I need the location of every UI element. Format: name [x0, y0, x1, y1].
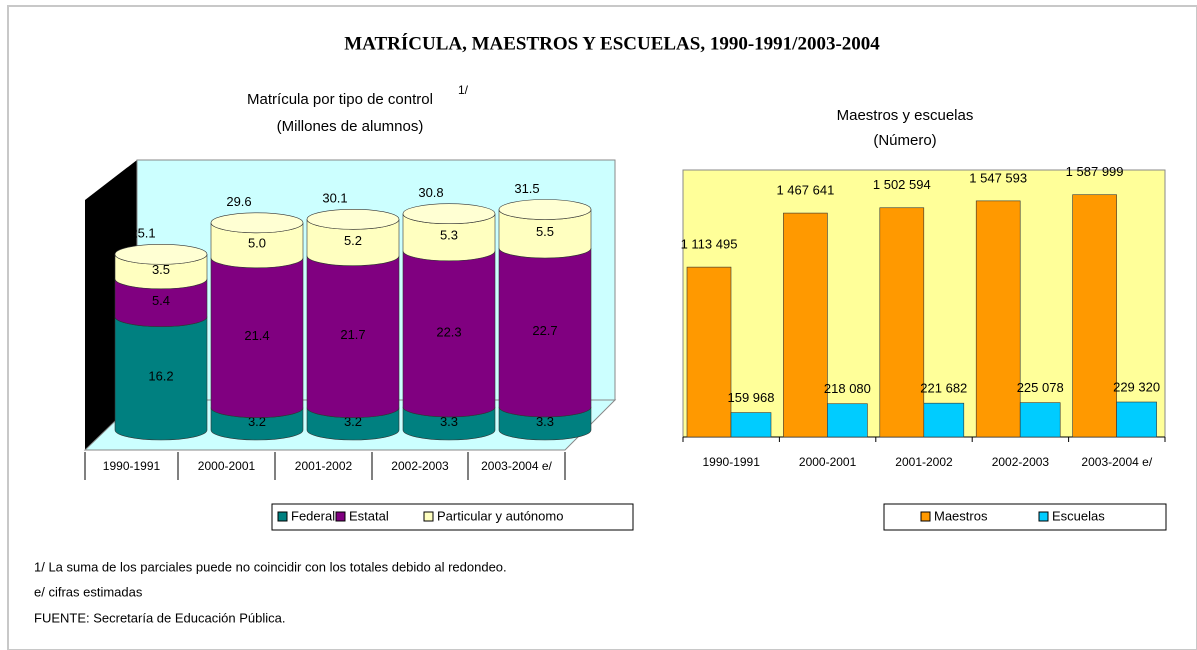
data-label: 3.2 — [248, 414, 266, 429]
x-tick-label: 2002-2003 — [992, 455, 1050, 469]
total-label: 31.5 — [514, 181, 539, 196]
x-tick-label: 2003-2004 e/ — [1081, 455, 1152, 469]
data-label: 21.7 — [340, 327, 365, 342]
bar — [686, 266, 732, 438]
legend-label: Estatal — [349, 508, 389, 523]
chart-title: Matrícula por tipo de control — [247, 91, 433, 108]
data-label: 1 502 594 — [873, 177, 931, 192]
data-label: 1 113 495 — [681, 237, 738, 252]
x-tick-label: 2001-2002 — [895, 455, 953, 469]
data-label: 229 320 — [1113, 379, 1160, 394]
legend — [271, 503, 634, 531]
legend-swatch — [335, 511, 346, 522]
legend-swatch — [277, 511, 288, 522]
legend-swatch — [423, 511, 434, 522]
data-label: 5.2 — [344, 233, 362, 248]
x-tick-label: 2002-2003 — [391, 459, 449, 473]
data-label: 5.4 — [152, 293, 170, 308]
cylinder-top — [498, 199, 592, 220]
x-tick-label: 1990-1991 — [103, 459, 161, 473]
footnote: FUENTE: Secretaría de Educación Pública. — [34, 610, 285, 625]
data-label: 5.3 — [440, 228, 458, 243]
legend — [883, 503, 1167, 531]
total-label: 30.1 — [322, 191, 347, 206]
data-label: 221 682 — [920, 381, 967, 396]
total-label: 30.8 — [418, 185, 443, 200]
data-label: 5.0 — [248, 236, 266, 251]
bar — [730, 412, 772, 438]
cylinder-top — [210, 212, 304, 234]
bar — [1116, 401, 1157, 438]
data-label: 1 467 641 — [776, 183, 834, 198]
data-label: 22.7 — [532, 323, 557, 338]
data-label: 5.5 — [536, 224, 554, 239]
footnote: e/ cifras estimadas — [34, 584, 143, 599]
bar — [783, 212, 828, 438]
data-label: 159 968 — [728, 390, 775, 405]
bar — [1019, 402, 1061, 438]
chart-subtitle: (Millones de alumnos) — [277, 118, 424, 135]
legend-label: Particular y autónomo — [437, 508, 563, 523]
data-label: 1 547 593 — [969, 170, 1027, 185]
legend-swatch — [920, 511, 931, 522]
x-tick-label: 1990-1991 — [703, 455, 761, 469]
data-label: 225 078 — [1017, 380, 1064, 395]
legend-swatch — [1038, 511, 1049, 522]
cylinder-top — [114, 244, 208, 265]
bar — [827, 403, 868, 438]
legend-label: Maestros — [934, 508, 988, 523]
bar — [879, 207, 925, 438]
bar — [923, 402, 965, 438]
main-title: MATRÍCULA, MAESTROS Y ESCUELAS, 1990-199… — [344, 32, 880, 54]
legend-label: Federal — [291, 508, 335, 523]
total-label: 29.6 — [226, 194, 251, 209]
data-label: 3.3 — [440, 414, 458, 429]
chart-title: Maestros y escuelas — [837, 107, 974, 124]
x-tick-label: 2000-2001 — [799, 455, 857, 469]
footnote: 1/ La suma de los parciales puede no coi… — [34, 559, 507, 574]
cylinder-top — [306, 209, 400, 230]
data-label: 3.3 — [536, 414, 554, 429]
bar — [975, 200, 1021, 438]
data-label: 1 587 999 — [1066, 164, 1124, 179]
data-label: 3.5 — [152, 262, 170, 277]
data-label: 21.4 — [244, 328, 269, 343]
data-label: 22.3 — [436, 324, 461, 339]
frame — [7, 5, 1197, 650]
x-tick-label: 2000-2001 — [198, 459, 256, 473]
title-superscript: 1/ — [458, 83, 469, 97]
data-label: 16.2 — [148, 369, 173, 384]
x-tick-label: 2001-2002 — [295, 459, 353, 473]
total-label: 25.1 — [130, 226, 155, 241]
bar — [1072, 194, 1117, 438]
legend-label: Escuelas — [1052, 508, 1105, 523]
cylinder-top — [402, 203, 496, 224]
x-tick-label: 2003-2004 e/ — [481, 459, 552, 473]
chart-subtitle: (Número) — [873, 132, 936, 149]
data-label: 3.2 — [344, 414, 362, 429]
data-label: 218 080 — [824, 381, 871, 396]
